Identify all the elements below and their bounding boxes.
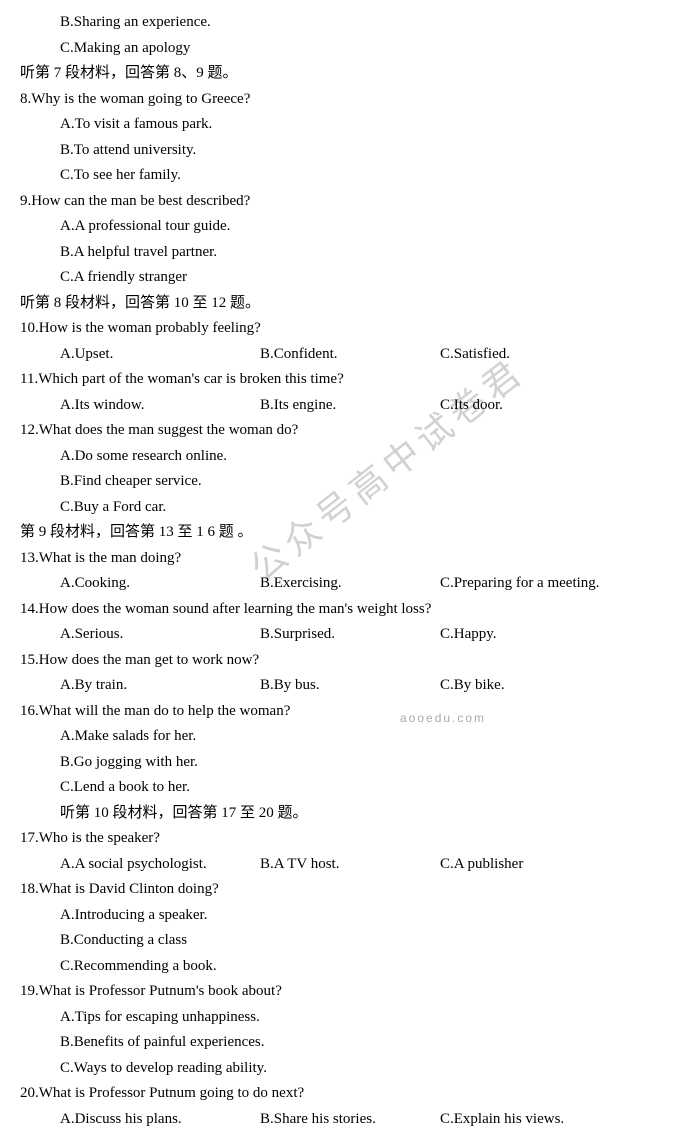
q15-options-row: A.By train. B.By bus. C.By bike. [20, 673, 672, 699]
q13-option-b: B.Exercising. [260, 571, 440, 597]
q10-option-c: C.Satisfied. [440, 342, 672, 368]
q19-option-b: B.Benefits of painful experiences. [20, 1030, 672, 1056]
q11-options-row: A.Its window. B.Its engine. C.Its door. [20, 393, 672, 419]
question-16: 16.What will the man do to help the woma… [20, 699, 672, 725]
q14-option-c: C.Happy. [440, 622, 672, 648]
question-10: 10.How is the woman probably feeling? [20, 316, 672, 342]
q11-option-b: B.Its engine. [260, 393, 440, 419]
q13-option-c: C.Preparing for a meeting. [440, 571, 672, 597]
q8-option-c: C.To see her family. [20, 163, 672, 189]
question-12: 12.What does the man suggest the woman d… [20, 418, 672, 444]
q12-option-b: B.Find cheaper service. [20, 469, 672, 495]
q16-option-a: A.Make salads for her. [20, 724, 672, 750]
q10-options-row: A.Upset. B.Confident. C.Satisfied. [20, 342, 672, 368]
question-9: 9.How can the man be best described? [20, 189, 672, 215]
q11-option-a: A.Its window. [60, 393, 260, 419]
q17-options-row: A.A social psychologist. B.A TV host. C.… [20, 852, 672, 878]
q19-option-a: A.Tips for escaping unhappiness. [20, 1005, 672, 1031]
q19-option-c: C.Ways to develop reading ability. [20, 1056, 672, 1082]
q10-option-b: B.Confident. [260, 342, 440, 368]
q20-option-b: B.Share his stories. [260, 1107, 440, 1133]
q15-option-b: B.By bus. [260, 673, 440, 699]
q16-option-b: B.Go jogging with her. [20, 750, 672, 776]
section-9-header: 第 9 段材料，回答第 13 至 1 6 题 。 [20, 520, 672, 546]
q11-option-c: C.Its door. [440, 393, 672, 419]
q18-option-c: C.Recommending a book. [20, 954, 672, 980]
question-14: 14.How does the woman sound after learni… [20, 597, 672, 623]
q10-option-a: A.Upset. [60, 342, 260, 368]
partial-option-c: C.Making an apology [20, 36, 672, 62]
q20-options-row: A.Discuss his plans. B.Share his stories… [20, 1107, 672, 1133]
q8-option-a: A.To visit a famous park. [20, 112, 672, 138]
question-18: 18.What is David Clinton doing? [20, 877, 672, 903]
question-15: 15.How does the man get to work now? [20, 648, 672, 674]
q17-option-b: B.A TV host. [260, 852, 440, 878]
q18-option-b: B.Conducting a class [20, 928, 672, 954]
q16-option-c: C.Lend a book to her. [20, 775, 672, 801]
q20-option-c: C.Explain his views. [440, 1107, 672, 1133]
partial-option-b: B.Sharing an experience. [20, 10, 672, 36]
q13-option-a: A.Cooking. [60, 571, 260, 597]
q17-option-a: A.A social psychologist. [60, 852, 260, 878]
question-13: 13.What is the man doing? [20, 546, 672, 572]
q15-option-a: A.By train. [60, 673, 260, 699]
q12-option-a: A.Do some research online. [20, 444, 672, 470]
q13-options-row: A.Cooking. B.Exercising. C.Preparing for… [20, 571, 672, 597]
q14-option-b: B.Surprised. [260, 622, 440, 648]
q12-option-c: C.Buy a Ford car. [20, 495, 672, 521]
q14-options-row: A.Serious. B.Surprised. C.Happy. [20, 622, 672, 648]
q9-option-b: B.A helpful travel partner. [20, 240, 672, 266]
q20-option-a: A.Discuss his plans. [60, 1107, 260, 1133]
q18-option-a: A.Introducing a speaker. [20, 903, 672, 929]
q17-option-c: C.A publisher [440, 852, 672, 878]
q9-option-c: C.A friendly stranger [20, 265, 672, 291]
question-11: 11.Which part of the woman's car is brok… [20, 367, 672, 393]
question-19: 19.What is Professor Putnum's book about… [20, 979, 672, 1005]
section-7-header: 听第 7 段材料，回答第 8、9 题。 [20, 61, 672, 87]
q9-option-a: A.A professional tour guide. [20, 214, 672, 240]
section-8-header: 听第 8 段材料，回答第 10 至 12 题。 [20, 291, 672, 317]
question-17: 17.Who is the speaker? [20, 826, 672, 852]
section-10-header: 听第 10 段材料，回答第 17 至 20 题。 [20, 801, 672, 827]
q15-option-c: C.By bike. [440, 673, 672, 699]
q14-option-a: A.Serious. [60, 622, 260, 648]
question-8: 8.Why is the woman going to Greece? [20, 87, 672, 113]
q8-option-b: B.To attend university. [20, 138, 672, 164]
question-20: 20.What is Professor Putnum going to do … [20, 1081, 672, 1107]
